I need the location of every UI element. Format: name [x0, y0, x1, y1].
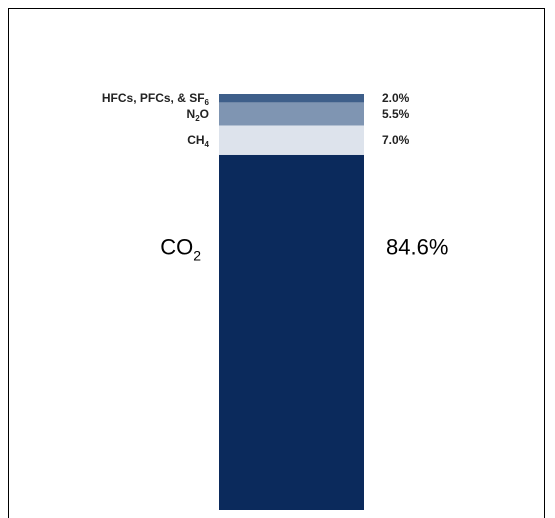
bar-segment-n2	[219, 102, 364, 126]
value-label-n2: 5.5%	[382, 107, 410, 121]
label-co2: CO2	[160, 234, 201, 263]
bar-segment-co2	[219, 154, 364, 510]
label-ch4: CH4	[187, 133, 209, 149]
value-label-co2: 84.6%	[386, 234, 448, 259]
value-label-hfcs-pfcs-sf6: 2.0%	[382, 91, 410, 105]
bar-segment-hfcs-pfcs-sf6	[219, 94, 364, 103]
bar-segment-ch4	[219, 125, 364, 155]
label-n2: N2O	[187, 107, 209, 123]
value-label-ch4: 7.0%	[382, 133, 410, 147]
label-hfcs-pfcs-sf6: HFCs, PFCs, & SF6	[102, 91, 210, 107]
